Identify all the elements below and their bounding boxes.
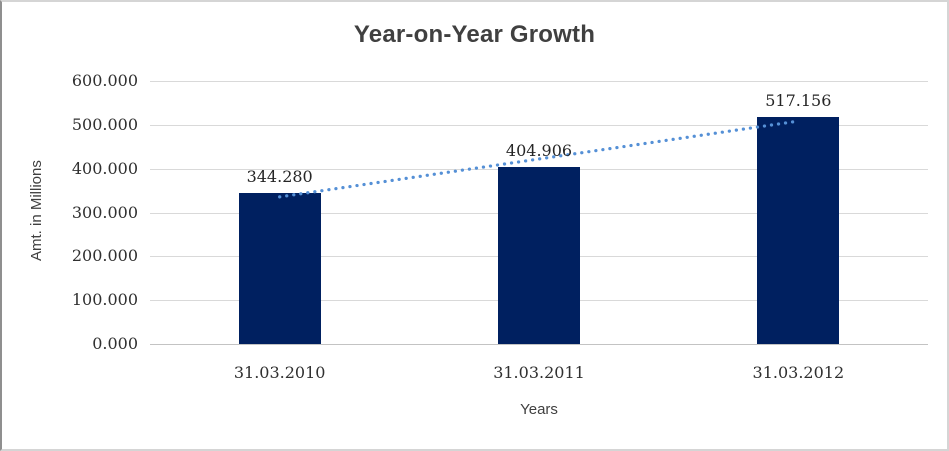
- x-axis-tick-labels: 31.03.2010 31.03.2011 31.03.2012: [150, 363, 928, 385]
- y-tick-label: 300.000: [71, 202, 138, 222]
- chart-title: Year-on-Year Growth: [353, 21, 596, 48]
- y-tick-label: 100.000: [71, 290, 138, 310]
- gridline: [150, 81, 928, 82]
- gridline: [150, 124, 928, 126]
- bar-value-label: 404.906: [505, 140, 573, 160]
- bar: [498, 166, 580, 344]
- x-tick-label: 31.03.2010: [233, 363, 326, 382]
- x-tick-label: 31.03.2012: [752, 363, 845, 382]
- bar-value-label: 344.280: [246, 167, 313, 187]
- plot-area: 344.280 404.906 517.156: [150, 81, 928, 345]
- trendline: [278, 119, 800, 199]
- bar-value-label: 517.156: [765, 91, 832, 111]
- bar: [757, 117, 840, 344]
- x-tick-label: 31.03.2011: [493, 363, 585, 382]
- y-tick-label: 400.000: [71, 158, 138, 178]
- trendline-path: [278, 119, 800, 199]
- y-tick-label: 200.000: [71, 246, 138, 266]
- y-tick-label: 0.000: [92, 334, 138, 353]
- bar: [238, 193, 321, 344]
- y-tick-label: 600.000: [71, 71, 138, 90]
- x-axis-title: Years: [520, 401, 558, 418]
- y-tick-label: 500.000: [71, 114, 138, 134]
- y-axis-tick-labels: 600.000 500.000 400.000 300.000 200.000 100.0…: [38, 71, 138, 353]
